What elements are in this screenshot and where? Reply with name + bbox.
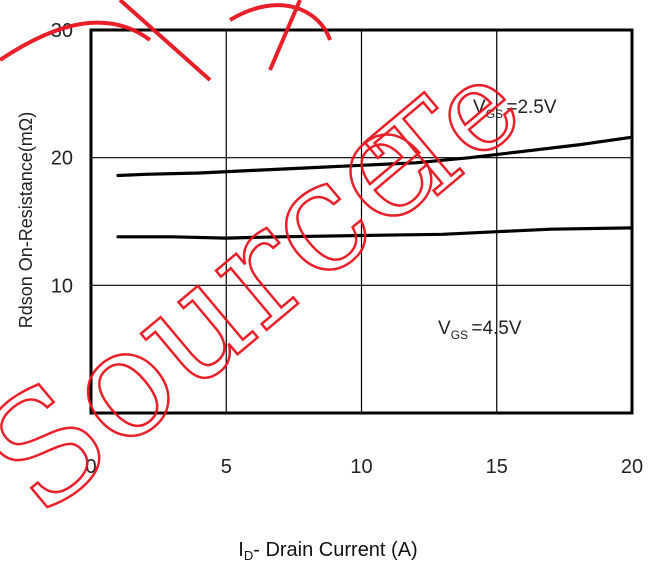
- x-tick-label: 5: [221, 456, 232, 478]
- x-axis-label-subscript: D: [244, 548, 253, 563]
- x-tick-label: 15: [486, 456, 508, 478]
- series-label: VGS =4.5V: [438, 318, 522, 342]
- x-tick-label: 10: [350, 456, 372, 478]
- y-tick-label: 10: [51, 275, 73, 297]
- series-line-vgs-4-5v: [116, 226, 634, 240]
- series-label-subscript: GS: [486, 107, 507, 121]
- series-label-value: =4.5V: [471, 318, 522, 339]
- series-line-vgs-2-5v: [116, 135, 634, 178]
- x-axis-label: ID- Drain Current (A): [238, 539, 417, 563]
- series-label-symbol: V: [473, 97, 486, 118]
- series-lines: [116, 135, 634, 240]
- x-tick-label: 0: [85, 456, 96, 478]
- x-axis-label-text: - Drain Current (A): [253, 539, 417, 561]
- y-axis-label: Rdson On-Resistance(mΩ): [16, 112, 36, 329]
- x-axis-label-symbol: I: [238, 539, 244, 561]
- series-label-symbol: V: [438, 318, 451, 339]
- plot-frame: [89, 28, 634, 415]
- y-tick-label: 20: [51, 148, 73, 170]
- x-tick-label: 20: [621, 456, 643, 478]
- series-label-value: =2.5V: [506, 97, 557, 118]
- grid-lines: [91, 30, 632, 413]
- series-label: VGS =2.5V: [473, 97, 557, 121]
- series-label-subscript: GS: [451, 328, 472, 342]
